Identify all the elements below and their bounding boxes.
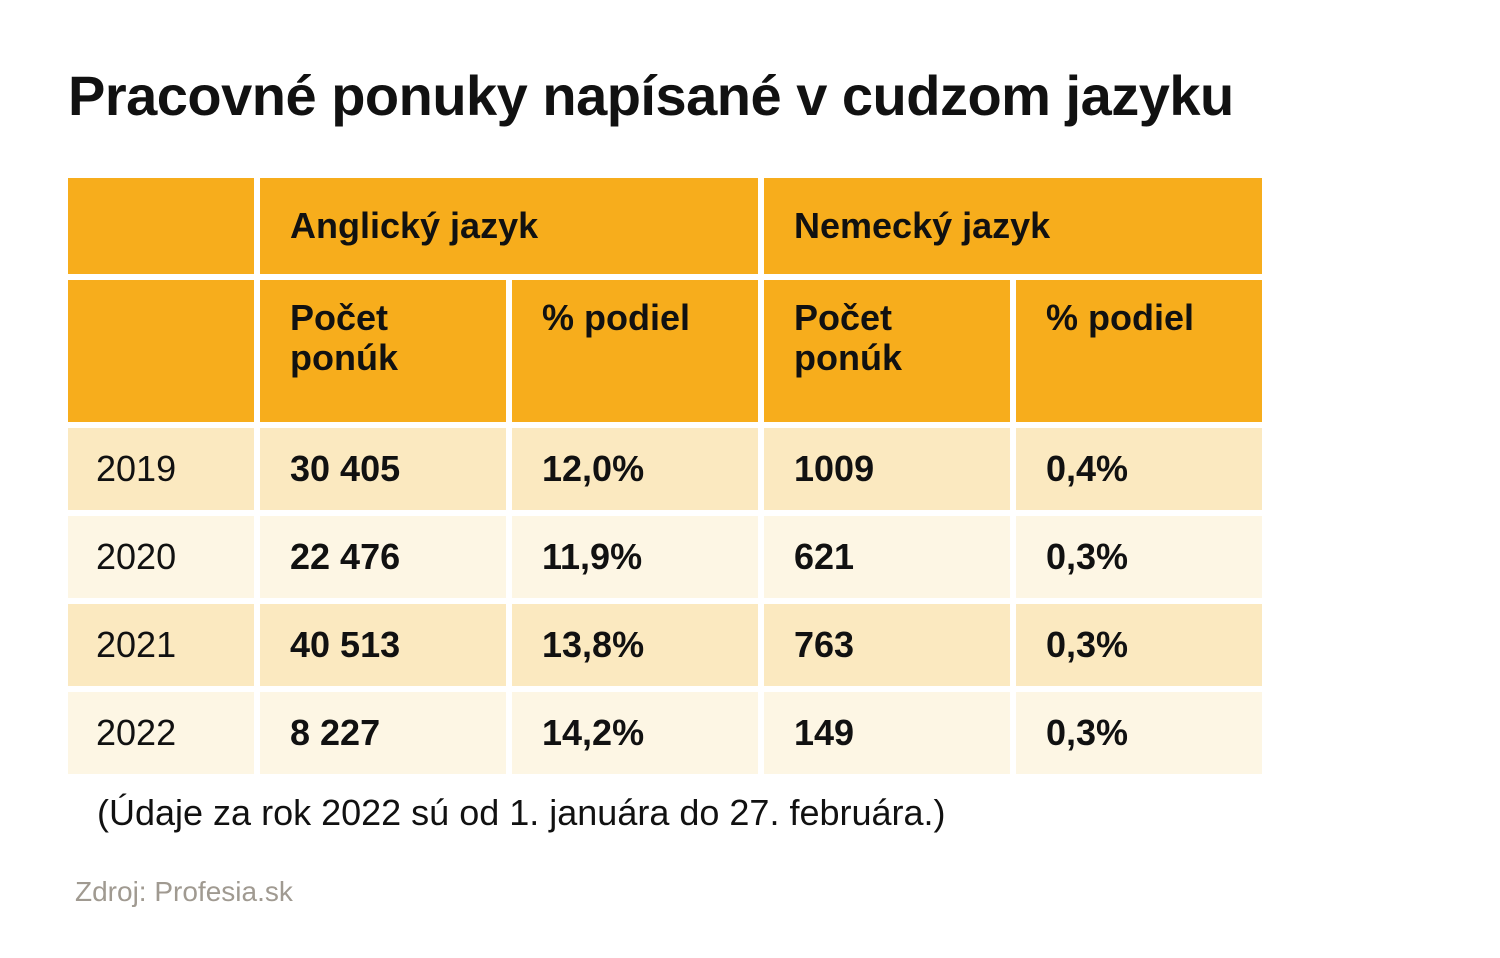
value-cell: 763 <box>764 604 1010 686</box>
table-column-header-row: Počet ponúk % podiel Počet ponúk % podiel <box>68 280 1262 422</box>
source-credit: Zdroj: Profesia.sk <box>75 876 293 907</box>
value-cell: 0,4% <box>1016 428 1262 510</box>
value-cell: 149 <box>764 692 1010 774</box>
page-title: Pracovné ponuky napísané v cudzom jazyku <box>68 64 1234 127</box>
column-header-en-count: Počet ponúk <box>260 280 506 422</box>
table-row: 2022 8 227 14,2% 149 0,3% <box>68 692 1262 774</box>
value-cell: 40 513 <box>260 604 506 686</box>
header-corner-cell <box>68 280 254 422</box>
value-cell: 1009 <box>764 428 1010 510</box>
table-row: 2021 40 513 13,8% 763 0,3% <box>68 604 1262 686</box>
column-header-de-count: Počet ponúk <box>764 280 1010 422</box>
value-cell: 621 <box>764 516 1010 598</box>
column-header-en-share: % podiel <box>512 280 758 422</box>
value-cell: 12,0% <box>512 428 758 510</box>
value-cell: 0,3% <box>1016 604 1262 686</box>
table-row: 2020 22 476 11,9% 621 0,3% <box>68 516 1262 598</box>
value-cell: 22 476 <box>260 516 506 598</box>
table-group-header-row: Anglický jazyk Nemecký jazyk <box>68 178 1262 274</box>
value-cell: 11,9% <box>512 516 758 598</box>
group-header-english: Anglický jazyk <box>260 178 758 274</box>
year-cell: 2022 <box>68 692 254 774</box>
value-cell: 14,2% <box>512 692 758 774</box>
value-cell: 0,3% <box>1016 516 1262 598</box>
value-cell: 0,3% <box>1016 692 1262 774</box>
table-row: 2019 30 405 12,0% 1009 0,4% <box>68 428 1262 510</box>
data-table: Anglický jazyk Nemecký jazyk Počet ponúk … <box>62 172 1268 780</box>
value-cell: 13,8% <box>512 604 758 686</box>
value-cell: 8 227 <box>260 692 506 774</box>
year-cell: 2020 <box>68 516 254 598</box>
header-corner-cell <box>68 178 254 274</box>
year-cell: 2019 <box>68 428 254 510</box>
footnote: (Údaje za rok 2022 sú od 1. januára do 2… <box>97 792 946 833</box>
year-cell: 2021 <box>68 604 254 686</box>
column-header-de-share: % podiel <box>1016 280 1262 422</box>
value-cell: 30 405 <box>260 428 506 510</box>
group-header-german: Nemecký jazyk <box>764 178 1262 274</box>
